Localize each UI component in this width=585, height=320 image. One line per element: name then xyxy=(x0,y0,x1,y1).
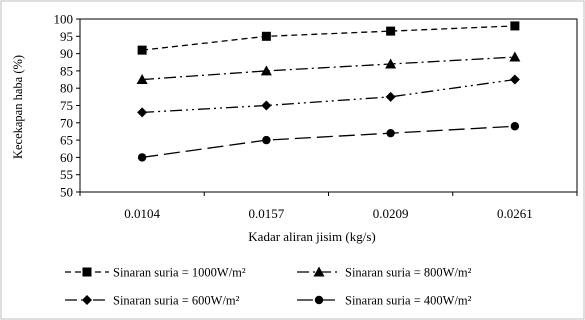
legend-marker xyxy=(314,295,324,305)
y-tick-label: 85 xyxy=(60,63,73,78)
data-point-series-1 xyxy=(386,26,396,36)
series-line-2 xyxy=(142,56,515,81)
data-point-series-2 xyxy=(260,65,272,76)
legend: Sinaran suria = 1000W/m² Sinaran suria = … xyxy=(65,266,472,308)
legend-item: Sinaran suria = 600W/m² xyxy=(65,294,240,308)
data-point-series-3 xyxy=(137,107,148,118)
y-tick-label: 70 xyxy=(60,115,73,130)
y-tick-label: 65 xyxy=(60,133,73,148)
legend-label: Sinaran suria = 800W/m² xyxy=(345,266,472,280)
series-line-3 xyxy=(142,78,515,114)
y-tick-label: 100 xyxy=(54,12,74,27)
x-tick-label: 0.0261 xyxy=(497,206,533,221)
data-point-series-3 xyxy=(385,91,396,102)
x-tick-label: 0.0209 xyxy=(373,206,409,221)
y-tick-label: 80 xyxy=(60,81,73,96)
y-tick-label: 75 xyxy=(60,98,73,113)
legend-item: Sinaran suria = 400W/m² xyxy=(297,294,472,308)
data-point-series-4 xyxy=(262,135,271,145)
data-point-series-4 xyxy=(137,153,147,162)
y-tick-label: 55 xyxy=(60,167,73,182)
data-point-series-1 xyxy=(137,45,147,55)
x-axis-title: Kadar aliran jisim (kg/s) xyxy=(248,229,375,244)
y-tick-label: 95 xyxy=(60,29,73,44)
data-point-series-1 xyxy=(261,31,271,41)
data-point-series-2 xyxy=(385,58,397,69)
y-tick-label: 50 xyxy=(60,185,73,200)
data-point-series-2 xyxy=(509,51,521,62)
y-tick-label: 90 xyxy=(60,46,73,61)
legend-marker xyxy=(82,267,92,277)
legend-marker xyxy=(313,266,325,277)
x-tick-label: 0.0157 xyxy=(249,206,285,221)
data-point-series-4 xyxy=(386,128,395,138)
series-line-4 xyxy=(142,125,515,159)
legend-label: Sinaran suria = 1000W/m² xyxy=(113,266,246,280)
data-point-series-4 xyxy=(510,122,520,131)
plot-area: 50 55 60 65 70 75 80 85 90 95 100 0.0104 0.0157 0.020… xyxy=(54,12,578,221)
legend-marker xyxy=(82,295,92,305)
data-point-series-3 xyxy=(261,100,272,111)
legend-item: Sinaran suria = 1000W/m² xyxy=(65,266,246,280)
data-point-series-1 xyxy=(510,21,520,31)
data-point-series-2 xyxy=(136,74,148,85)
series-line-1 xyxy=(142,25,515,51)
y-axis-title: Kecekapan haba (%) xyxy=(11,55,25,159)
legend-item: Sinaran suria = 800W/m² xyxy=(297,266,472,280)
data-point-series-3 xyxy=(509,74,520,85)
legend-label: Sinaran suria = 400W/m² xyxy=(345,294,472,308)
x-tick-label: 0.0104 xyxy=(124,206,160,221)
y-tick-label: 60 xyxy=(60,150,73,165)
legend-label: Sinaran suria = 600W/m² xyxy=(113,294,240,308)
